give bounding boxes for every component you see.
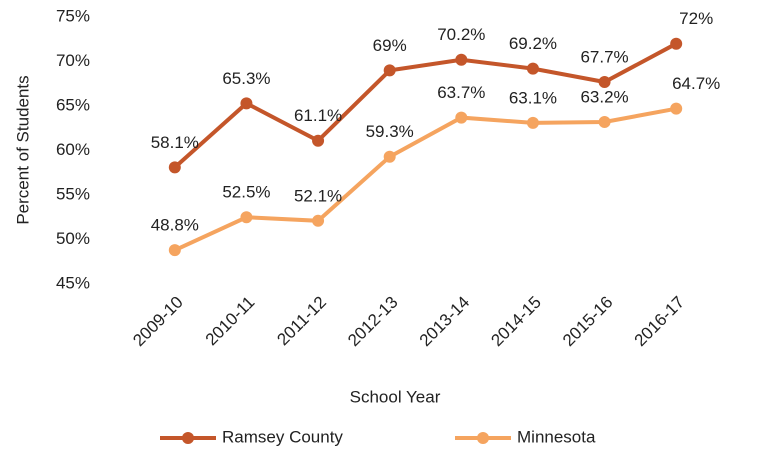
legend-marker [182, 432, 194, 444]
data-label: 67.7% [580, 47, 628, 66]
point [168, 161, 181, 174]
data-label: 58.1% [151, 133, 199, 152]
x-tick-label: 2015-16 [559, 293, 617, 351]
point [526, 116, 539, 129]
y-tick-label: 70% [56, 51, 90, 70]
x-axis-title: School Year [350, 387, 441, 406]
point [455, 53, 468, 66]
x-tick-label: 2013-14 [416, 293, 474, 351]
data-label: 69% [373, 36, 407, 55]
data-label: 59.3% [366, 122, 414, 141]
point [598, 116, 611, 129]
data-label: 52.1% [294, 186, 342, 205]
legend-marker [477, 432, 489, 444]
series-line [173, 106, 677, 252]
data-label: 63.7% [437, 83, 485, 102]
point [670, 102, 683, 115]
data-label: 52.5% [222, 183, 270, 202]
data-label: 63.2% [580, 88, 628, 107]
y-tick-label: 60% [56, 140, 90, 159]
y-tick-label: 65% [56, 95, 90, 114]
data-label: 48.8% [151, 216, 199, 235]
y-axis-title: Percent of Students [13, 75, 32, 224]
point [455, 111, 468, 124]
y-tick-label: 75% [56, 6, 90, 25]
legend-label: Ramsey County [222, 427, 343, 446]
y-tick-label: 45% [56, 273, 90, 292]
data-label: 72% [679, 9, 713, 28]
legend-label: Minnesota [517, 427, 596, 446]
data-label: 63.1% [509, 88, 557, 107]
x-tick-label: 2011-12 [273, 293, 330, 350]
point [168, 244, 181, 257]
point [670, 37, 683, 50]
point [383, 150, 396, 163]
point [598, 75, 611, 88]
point [240, 97, 253, 110]
x-tick-label: 2010-11 [202, 293, 259, 350]
x-tick-label: 2014-15 [487, 293, 545, 351]
y-tick-label: 55% [56, 184, 90, 203]
data-label: 69.2% [509, 34, 557, 53]
data-label: 65.3% [222, 69, 270, 88]
x-tick-label: 2016-17 [631, 293, 689, 351]
data-label: 64.7% [672, 74, 720, 93]
x-tick-label: 2009-10 [129, 293, 187, 351]
data-label: 70.2% [437, 25, 485, 44]
point [526, 62, 539, 75]
y-tick-label: 50% [56, 229, 90, 248]
point [240, 211, 253, 224]
series-line [173, 41, 678, 169]
point [383, 64, 396, 77]
x-tick-label: 2012-13 [344, 293, 402, 351]
point [312, 134, 325, 147]
data-label: 61.1% [294, 106, 342, 125]
point [312, 214, 325, 227]
